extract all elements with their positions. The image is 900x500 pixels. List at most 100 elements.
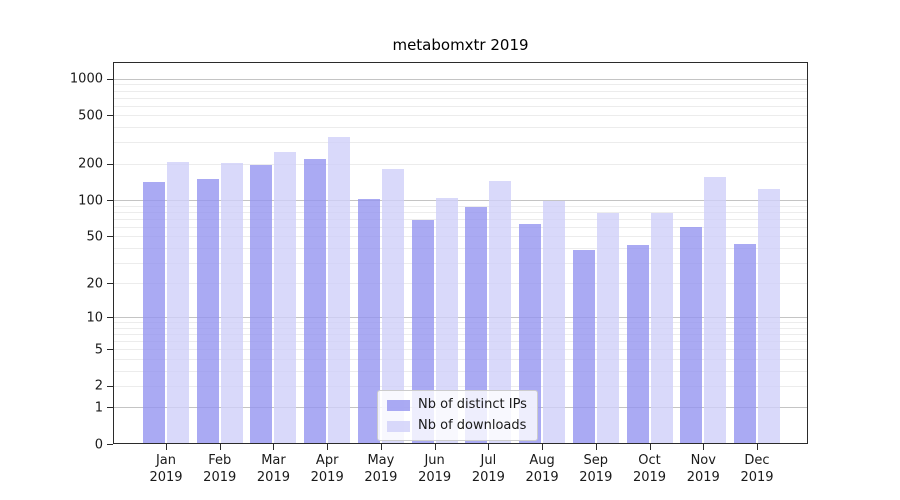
- legend-label-distinct-ips: Nb of distinct IPs: [418, 397, 527, 412]
- plot-area: [113, 62, 808, 444]
- bar-distinct-ips-apr: [304, 158, 327, 444]
- y-tick-label-100: 100: [78, 193, 103, 209]
- x-tick-mark-jan: [166, 444, 167, 450]
- bar-downloads-jun: [435, 197, 458, 444]
- gridline-400: [113, 127, 808, 129]
- bar-distinct-ips-mar: [250, 165, 273, 444]
- x-tick-year-dec: 2019: [740, 470, 774, 485]
- gridline-8: [113, 327, 808, 329]
- y-tick-label-20: 20: [86, 276, 103, 292]
- x-tick-month-jul: Jul: [480, 453, 497, 468]
- legend: Nb of distinct IPs Nb of downloads: [377, 390, 538, 441]
- x-tick-label-aug: Aug 2019: [507, 452, 577, 486]
- x-tick-label-apr: Apr 2019: [292, 452, 362, 486]
- x-tick-mark-feb: [219, 444, 221, 450]
- x-tick-mark-sep: [595, 444, 597, 450]
- bar-downloads-may: [381, 168, 404, 444]
- y-tick-mark-50: [107, 236, 113, 238]
- bar-downloads-nov: [704, 176, 727, 444]
- x-tick-month-mar: Mar: [261, 453, 286, 468]
- gridline-30: [113, 262, 808, 264]
- gridline-6: [113, 341, 808, 343]
- x-tick-label-jun: Jun 2019: [400, 452, 470, 486]
- gridline-40: [113, 247, 808, 249]
- x-tick-month-may: May: [367, 453, 395, 468]
- x-tick-label-sep: Sep 2019: [561, 452, 631, 486]
- gridline-300: [113, 142, 808, 144]
- y-tick-mark-100: [107, 200, 113, 202]
- y-tick-mark-500: [107, 115, 113, 117]
- x-tick-month-jan: Jan: [155, 453, 177, 468]
- x-tick-year-jul: 2019: [471, 470, 505, 485]
- gridline-20: [113, 283, 808, 285]
- x-tick-month-jun: Jun: [424, 453, 445, 468]
- bar-distinct-ips-may: [357, 199, 380, 444]
- bar-downloads-feb: [220, 163, 243, 444]
- legend-row-distinct-ips: Nb of distinct IPs: [387, 397, 527, 413]
- x-tick-mark-jun: [434, 444, 436, 450]
- x-tick-label-oct: Oct 2019: [615, 452, 685, 486]
- y-tick-mark-1000: [107, 78, 113, 80]
- bar-distinct-ips-feb: [196, 178, 219, 444]
- y-tick-mark-20: [107, 283, 113, 285]
- bar-distinct-ips-jul: [465, 206, 488, 444]
- legend-label-downloads: Nb of downloads: [418, 418, 527, 433]
- bar-downloads-jan: [167, 162, 189, 444]
- gridline-7: [113, 334, 808, 336]
- gridline-900: [113, 84, 808, 86]
- bar-distinct-ips-jun: [411, 220, 434, 444]
- gridline-200: [113, 163, 808, 165]
- bar-distinct-ips-oct: [626, 245, 649, 444]
- x-tick-month-sep: Sep: [583, 453, 609, 468]
- x-tick-year-oct: 2019: [632, 470, 667, 485]
- gridline-9: [113, 322, 808, 324]
- legend-swatch-distinct-ips-icon: [387, 399, 410, 411]
- bar-distinct-ips-aug: [519, 224, 542, 444]
- x-tick-year-apr: 2019: [310, 470, 344, 485]
- gridline-50: [113, 236, 808, 238]
- y-tick-label-500: 500: [78, 108, 103, 124]
- gridline-700: [113, 97, 808, 99]
- x-tick-label-feb: Feb 2019: [185, 452, 255, 486]
- x-tick-year-aug: 2019: [525, 470, 559, 485]
- y-tick-label-2: 2: [94, 378, 103, 394]
- y-tick-mark-1: [107, 407, 113, 409]
- gridline-80: [113, 211, 808, 213]
- bar-distinct-ips-sep: [572, 250, 595, 444]
- x-tick-year-jan: 2019: [149, 470, 183, 485]
- bar-downloads-dec: [758, 188, 780, 444]
- gridline-5: [113, 349, 808, 351]
- gridline-90: [113, 205, 808, 207]
- gridline-10: [113, 317, 808, 319]
- x-tick-month-oct: Oct: [638, 453, 661, 468]
- y-tick-label-0: 0: [94, 437, 103, 452]
- gridline-3: [113, 370, 808, 372]
- gridline-70: [113, 218, 808, 220]
- gridline-1000: [113, 78, 808, 80]
- bar-downloads-sep: [596, 213, 619, 444]
- gridline-60: [113, 226, 808, 228]
- x-tick-mark-nov: [703, 444, 705, 450]
- gridline-800: [113, 90, 808, 92]
- bar-distinct-ips-nov: [680, 226, 703, 444]
- x-tick-month-feb: Feb: [208, 453, 232, 468]
- y-tick-label-10: 10: [86, 310, 103, 326]
- x-tick-label-dec: Dec 2019: [722, 452, 792, 486]
- x-tick-year-feb: 2019: [203, 470, 237, 485]
- y-tick-label-200: 200: [78, 156, 103, 172]
- y-tick-mark-5: [107, 349, 113, 351]
- bar-distinct-ips-jan: [143, 182, 165, 444]
- x-tick-label-nov: Nov 2019: [668, 452, 738, 486]
- gridlines: [113, 62, 808, 444]
- y-tick-mark-2: [107, 385, 113, 387]
- x-tick-year-jun: 2019: [418, 470, 452, 485]
- x-tick-year-may: 2019: [364, 470, 398, 485]
- bar-downloads-oct: [650, 213, 673, 444]
- x-tick-month-dec: Dec: [744, 453, 770, 468]
- x-tick-mark-dec: [757, 444, 758, 450]
- y-tick-label-50: 50: [86, 229, 103, 245]
- x-tick-month-nov: Nov: [690, 453, 716, 468]
- y-tick-mark-0: [107, 444, 113, 445]
- x-tick-mark-oct: [649, 444, 651, 450]
